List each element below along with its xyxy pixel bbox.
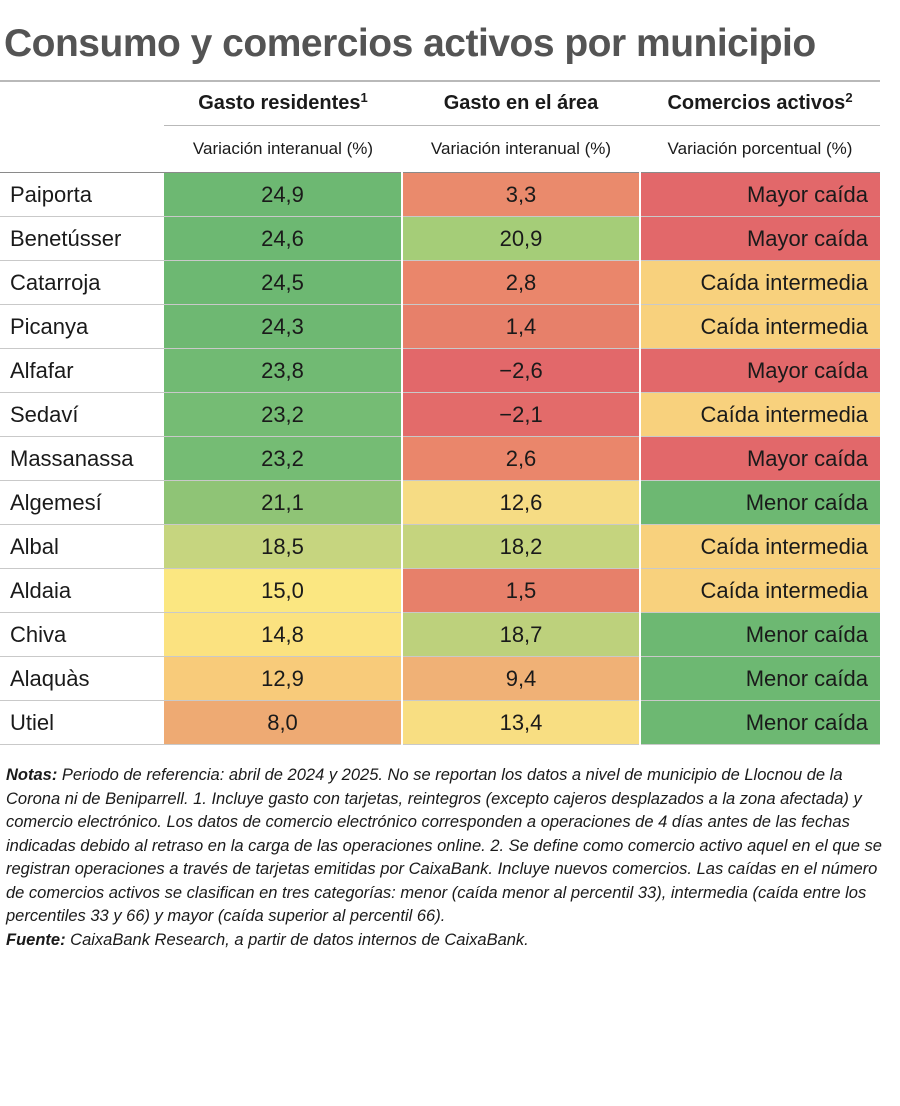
table-row: Paiporta 24,9 3,3 Mayor caída	[0, 172, 880, 217]
gasto-residentes-cell: 24,9	[164, 172, 403, 217]
notes-block: Notas: Periodo de referencia: abril de 2…	[6, 764, 886, 952]
municipio-cell: Alfafar	[0, 348, 164, 393]
gasto-residentes-cell: 12,9	[164, 656, 403, 701]
comercios-activos-cell: Mayor caída	[640, 348, 880, 393]
notes-label: Notas:	[6, 766, 58, 784]
chart-title: Consumo y comercios activos por municipi…	[4, 22, 816, 65]
header-row: Gasto residentes1 Gasto en el área Comer…	[0, 82, 880, 126]
gasto-area-cell: 9,4	[402, 656, 641, 701]
gasto-residentes-cell: 23,8	[164, 348, 403, 393]
footnote-marker: 2	[845, 90, 853, 105]
col-header-comercios-activos: Comercios activos2	[640, 82, 880, 126]
table-row: Sedaví 23,2 −2,1 Caída intermedia	[0, 392, 880, 437]
municipio-cell: Aldaia	[0, 568, 164, 613]
gasto-area-cell: 12,6	[402, 480, 641, 525]
table-row: Utiel 8,0 13,4 Menor caída	[0, 700, 880, 745]
comercios-activos-cell: Caída intermedia	[640, 304, 880, 349]
municipio-cell: Massanassa	[0, 436, 164, 481]
col-label: Comercios activos	[667, 92, 846, 114]
gasto-area-cell: −2,1	[402, 392, 641, 437]
comercios-activos-cell: Caída intermedia	[640, 524, 880, 569]
col-header-gasto-area: Gasto en el área	[402, 82, 640, 126]
gasto-area-cell: −2,6	[402, 348, 641, 393]
comercios-activos-cell: Menor caída	[640, 480, 880, 525]
table-row: Aldaia 15,0 1,5 Caída intermedia	[0, 568, 880, 613]
comercios-activos-cell: Menor caída	[640, 656, 880, 701]
col-header-gasto-residentes: Gasto residentes1	[164, 82, 402, 126]
gasto-residentes-cell: 21,1	[164, 480, 403, 525]
gasto-area-cell: 2,6	[402, 436, 641, 481]
comercios-activos-cell: Caída intermedia	[640, 260, 880, 305]
col-label: Gasto residentes	[198, 92, 361, 114]
gasto-residentes-cell: 15,0	[164, 568, 403, 613]
table-row: Picanya 24,3 1,4 Caída intermedia	[0, 304, 880, 349]
notes-text: Periodo de referencia: abril de 2024 y 2…	[6, 766, 882, 925]
gasto-area-cell: 20,9	[402, 216, 641, 261]
title-rule	[0, 80, 880, 82]
comercios-activos-cell: Caída intermedia	[640, 392, 880, 437]
table-row: Benetússer 24,6 20,9 Mayor caída	[0, 216, 880, 261]
table-row: Massanassa 23,2 2,6 Mayor caída	[0, 436, 880, 481]
comercios-activos-cell: Menor caída	[640, 700, 880, 745]
comercios-activos-cell: Mayor caída	[640, 216, 880, 261]
gasto-residentes-cell: 24,3	[164, 304, 403, 349]
data-table: Gasto residentes1 Gasto en el área Comer…	[0, 82, 880, 745]
subheader-row: Variación interanual (%) Variación inter…	[0, 125, 880, 173]
gasto-area-cell: 18,2	[402, 524, 641, 569]
gasto-residentes-cell: 23,2	[164, 392, 403, 437]
gasto-area-cell: 13,4	[402, 700, 641, 745]
gasto-area-cell: 2,8	[402, 260, 641, 305]
gasto-residentes-cell: 24,6	[164, 216, 403, 261]
municipio-cell: Albal	[0, 524, 164, 569]
header-corner	[0, 82, 164, 126]
source-label: Fuente:	[6, 930, 66, 949]
table-row: Chiva 14,8 18,7 Menor caída	[0, 612, 880, 657]
municipio-cell: Algemesí	[0, 480, 164, 525]
gasto-area-cell: 3,3	[402, 172, 641, 217]
gasto-residentes-cell: 18,5	[164, 524, 403, 569]
municipio-cell: Benetússer	[0, 216, 164, 261]
col-sublabel-gasto-residentes: Variación interanual (%)	[164, 125, 402, 173]
gasto-residentes-cell: 14,8	[164, 612, 403, 657]
notes-paragraph: Notas: Periodo de referencia: abril de 2…	[6, 764, 886, 929]
gasto-residentes-cell: 24,5	[164, 260, 403, 305]
gasto-area-cell: 1,4	[402, 304, 641, 349]
comercios-activos-cell: Mayor caída	[640, 172, 880, 217]
municipio-cell: Paiporta	[0, 172, 164, 217]
table-row: Catarroja 24,5 2,8 Caída intermedia	[0, 260, 880, 305]
footnote-marker: 1	[360, 90, 368, 105]
municipio-cell: Catarroja	[0, 260, 164, 305]
table-row: Albal 18,5 18,2 Caída intermedia	[0, 524, 880, 569]
source-text: CaixaBank Research, a partir de datos in…	[65, 930, 529, 949]
municipio-cell: Alaquàs	[0, 656, 164, 701]
table-row: Alaquàs 12,9 9,4 Menor caída	[0, 656, 880, 701]
comercios-activos-cell: Menor caída	[640, 612, 880, 657]
municipio-cell: Picanya	[0, 304, 164, 349]
gasto-residentes-cell: 8,0	[164, 700, 403, 745]
municipio-cell: Chiva	[0, 612, 164, 657]
col-sublabel-gasto-area: Variación interanual (%)	[402, 125, 640, 173]
gasto-residentes-cell: 23,2	[164, 436, 403, 481]
table-row: Algemesí 21,1 12,6 Menor caída	[0, 480, 880, 525]
subheader-corner	[0, 125, 164, 173]
col-label: Gasto en el área	[443, 92, 599, 114]
col-sublabel-comercios-activos: Variación porcentual (%)	[640, 125, 880, 173]
table-body: Paiporta 24,9 3,3 Mayor caída Benetússer 24,6…	[0, 172, 880, 745]
comercios-activos-cell: Mayor caída	[640, 436, 880, 481]
source-paragraph: Fuente: CaixaBank Research, a partir de …	[6, 929, 886, 953]
table-row: Alfafar 23,8 −2,6 Mayor caída	[0, 348, 880, 393]
comercios-activos-cell: Caída intermedia	[640, 568, 880, 613]
municipio-cell: Utiel	[0, 700, 164, 745]
gasto-area-cell: 18,7	[402, 612, 641, 657]
gasto-area-cell: 1,5	[402, 568, 641, 613]
municipio-cell: Sedaví	[0, 392, 164, 437]
